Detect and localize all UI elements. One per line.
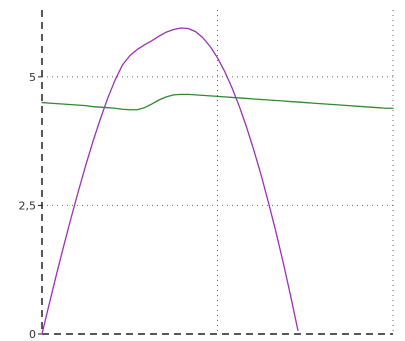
y-tick-label-1: 2,5	[19, 199, 37, 212]
tick-labels: 02,55	[19, 71, 37, 341]
series-lines	[41, 27, 394, 335]
series-line-0	[41, 27, 299, 335]
series-line-1	[41, 93, 394, 111]
y-tick-label-0: 0	[29, 328, 36, 341]
axes	[38, 10, 393, 335]
grid-lines	[42, 10, 394, 334]
y-tick-label-2: 5	[29, 71, 36, 84]
